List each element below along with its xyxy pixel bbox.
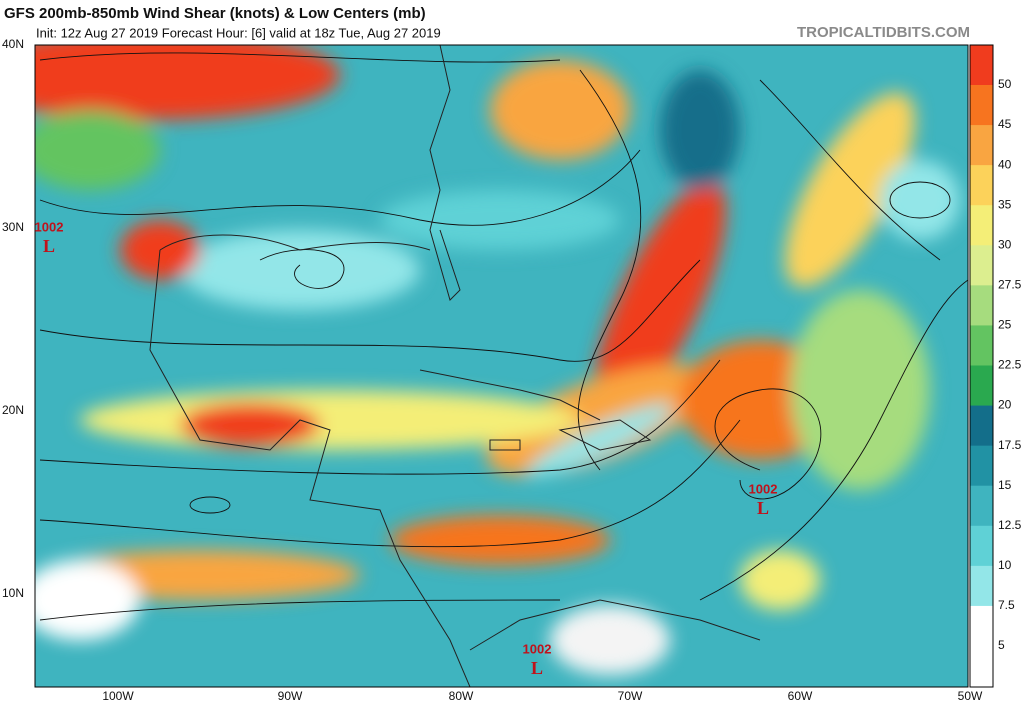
longitude-label: 90W bbox=[278, 689, 303, 703]
low-symbol: L bbox=[531, 658, 543, 678]
colorbar: 50 45 40 35 30 27.5 25 22.5 20 17.5 15 12.5 10 7.5 5 bbox=[969, 44, 1022, 688]
colorbar-label: 17.5 bbox=[998, 438, 1022, 452]
colorbar-swatch bbox=[970, 165, 993, 206]
colorbar-label: 10 bbox=[998, 558, 1012, 572]
streamlines bbox=[39, 52, 968, 621]
low-symbol: L bbox=[43, 236, 55, 256]
colorbar-swatch bbox=[970, 405, 993, 447]
longitude-label: 50W bbox=[958, 689, 983, 703]
longitude-label: 100W bbox=[102, 689, 134, 703]
low-pressure: 1002 bbox=[523, 641, 552, 656]
colorbar-label: 15 bbox=[998, 478, 1012, 492]
colorbar-label: 35 bbox=[998, 197, 1012, 211]
map-frame bbox=[34, 44, 969, 688]
colorbar-label: 22.5 bbox=[998, 358, 1022, 372]
colorbar-swatch bbox=[970, 245, 993, 286]
longitude-label: 80W bbox=[449, 689, 474, 703]
latitude-label: 10N bbox=[2, 586, 24, 600]
colorbar-label: 27.5 bbox=[998, 278, 1022, 292]
low-symbol: L bbox=[757, 498, 769, 518]
colorbar-swatch bbox=[970, 445, 993, 487]
title: GFS 200mb-850mb Wind Shear (knots) & Low… bbox=[4, 5, 426, 22]
longitude-label: 60W bbox=[788, 689, 813, 703]
colorbar-swatch bbox=[970, 525, 993, 567]
colorbar-swatch bbox=[970, 325, 993, 366]
colorbar-swatch bbox=[970, 85, 993, 126]
subtitle: Init: 12z Aug 27 2019 Forecast Hour: [6]… bbox=[36, 25, 441, 40]
colorbar-swatch bbox=[970, 205, 993, 246]
colorbar-swatch bbox=[970, 485, 993, 527]
colorbar-swatch bbox=[970, 45, 993, 86]
watermark: TROPICALTIDBITS.COM bbox=[797, 24, 970, 41]
low-centers: 1002 L 1002 L 1002 L bbox=[35, 219, 778, 678]
axis-labels: 40N 30N 20N 10N 100W 90W 80W 70W 60W 50W bbox=[2, 37, 983, 703]
colorbar-label: 30 bbox=[998, 237, 1012, 251]
low-pressure: 1002 bbox=[35, 219, 64, 234]
colorbar-swatch bbox=[970, 565, 993, 607]
colorbar-swatch bbox=[970, 605, 993, 647]
colorbar-label: 5 bbox=[998, 638, 1005, 652]
longitude-label: 70W bbox=[618, 689, 643, 703]
colorbar-swatch bbox=[970, 125, 993, 166]
colorbar-label: 40 bbox=[998, 157, 1012, 171]
latitude-label: 40N bbox=[2, 37, 24, 51]
colorbar-label: 20 bbox=[998, 398, 1012, 412]
colorbar-label: 50 bbox=[998, 77, 1012, 91]
low-pressure: 1002 bbox=[749, 481, 778, 496]
colorbar-swatch bbox=[970, 285, 993, 326]
colorbar-label: 45 bbox=[998, 117, 1012, 131]
coastlines bbox=[149, 45, 761, 687]
shear-field bbox=[35, 45, 968, 687]
colorbar-frame bbox=[969, 44, 994, 688]
colorbar-swatch bbox=[970, 365, 993, 407]
colorbar-label: 12.5 bbox=[998, 518, 1022, 532]
latitude-label: 30N bbox=[2, 220, 24, 234]
colorbar-label: 25 bbox=[998, 318, 1012, 332]
latitude-label: 20N bbox=[2, 403, 24, 417]
colorbar-label: 7.5 bbox=[998, 598, 1015, 612]
